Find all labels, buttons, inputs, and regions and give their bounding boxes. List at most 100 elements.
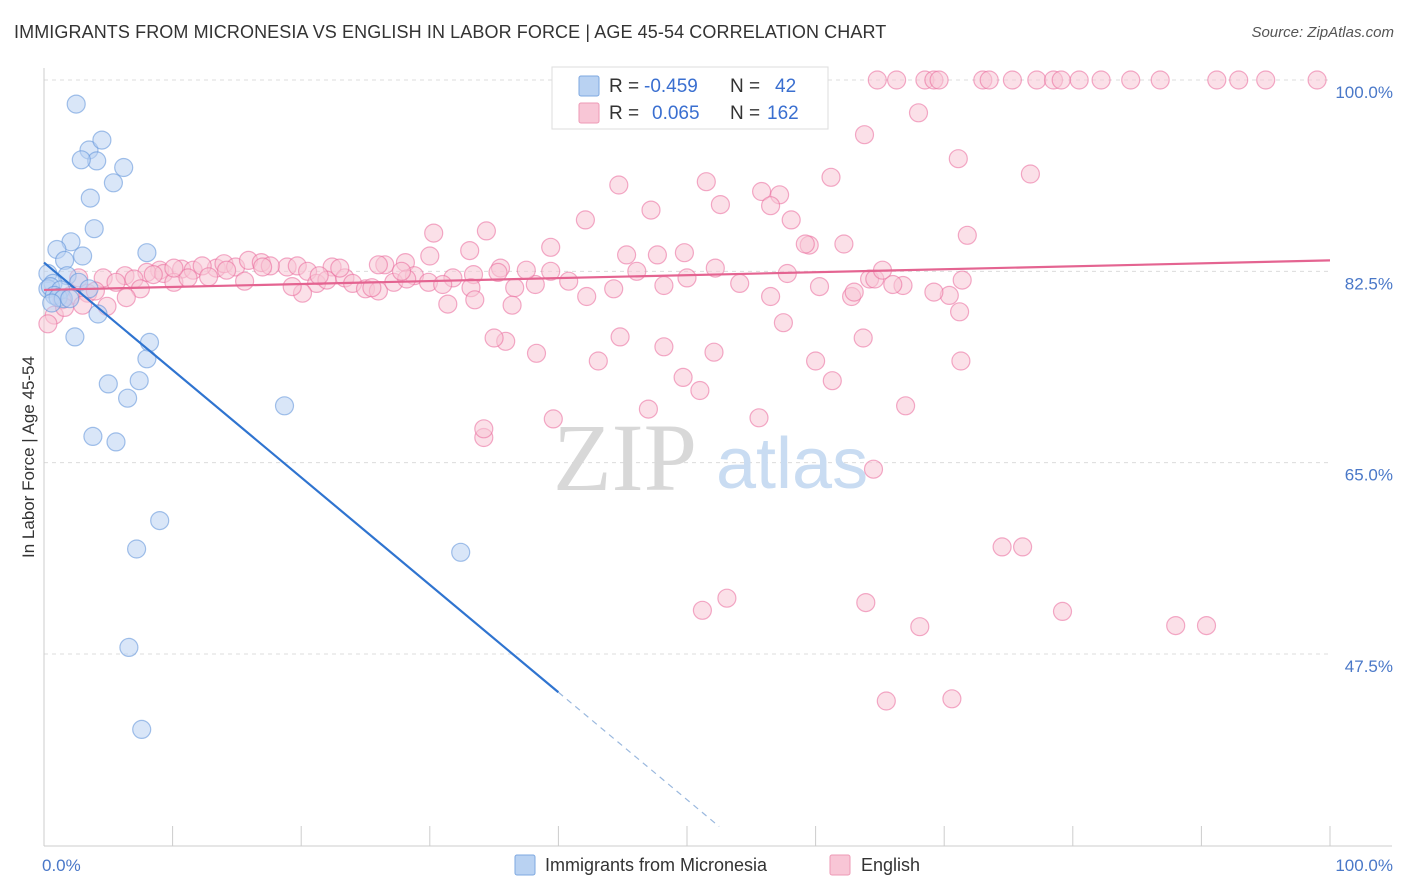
point-english — [1002, 70, 1023, 90]
point-english — [696, 172, 716, 192]
chart-title: IMMIGRANTS FROM MICRONESIA VS ENGLISH IN… — [14, 22, 887, 42]
point-micronesia — [72, 246, 93, 266]
point-english — [1196, 615, 1217, 636]
point-english — [368, 255, 388, 275]
point-micronesia — [127, 539, 147, 559]
watermark: ZIP atlas — [553, 404, 868, 511]
point-english — [199, 267, 219, 287]
point-english — [116, 288, 136, 308]
legend-swatch-micronesia — [578, 75, 600, 97]
point-micronesia — [66, 94, 86, 114]
point-english — [867, 70, 887, 90]
point-english — [1166, 615, 1186, 636]
point-english — [559, 271, 579, 291]
point-micronesia — [137, 243, 157, 263]
point-english — [710, 195, 731, 215]
trend-extension-micronesia — [558, 691, 720, 828]
point-english — [505, 278, 525, 298]
point-english — [1256, 70, 1276, 90]
point-english — [717, 588, 737, 608]
source-label: Source: ZipAtlas.com — [1251, 24, 1394, 41]
legend-n-label: N = — [730, 76, 760, 97]
point-english — [484, 328, 504, 348]
point-english — [1020, 164, 1041, 184]
point-english — [1207, 70, 1227, 90]
point-english — [391, 261, 412, 281]
point-english — [488, 262, 508, 282]
point-english — [704, 342, 724, 362]
point-english — [424, 223, 444, 243]
point-english — [604, 279, 624, 299]
legend-r-value: 0.065 — [652, 103, 700, 124]
point-english — [795, 234, 815, 254]
point-english — [647, 245, 668, 265]
point-english — [235, 271, 255, 291]
point-english — [730, 273, 750, 293]
y-tick-labels: 100.0% 82.5% 65.0% 47.5% — [1335, 83, 1393, 676]
point-english — [856, 592, 876, 613]
series-swatch-english — [829, 854, 851, 876]
point-micronesia — [119, 637, 139, 658]
point-micronesia — [117, 388, 138, 408]
point-english — [474, 419, 494, 439]
point-english — [502, 295, 522, 315]
watermark-atlas: atlas — [716, 424, 868, 504]
point-english — [143, 265, 163, 285]
point-english — [910, 617, 930, 637]
point-english — [949, 302, 970, 322]
point-english — [641, 200, 661, 220]
point-english — [438, 294, 458, 314]
point-english — [420, 246, 440, 266]
point-english — [1091, 70, 1111, 90]
point-english — [749, 408, 769, 428]
point-micronesia — [42, 293, 62, 313]
point-english — [952, 270, 972, 290]
point-english — [821, 167, 841, 187]
point-english — [609, 175, 629, 195]
point-english — [1229, 70, 1249, 90]
x-tick-labels: 0.0% 100.0% — [42, 856, 1393, 875]
point-micronesia — [103, 173, 124, 193]
point-english — [253, 257, 273, 277]
point-english — [1027, 70, 1047, 90]
point-english — [908, 103, 929, 123]
series-label-micronesia: Immigrants from Micronesia — [545, 855, 768, 875]
point-micronesia — [274, 396, 295, 416]
point-english — [526, 343, 547, 363]
point-english — [834, 234, 854, 254]
point-english — [809, 277, 830, 297]
point-english — [588, 351, 608, 371]
point-micronesia — [451, 542, 471, 562]
point-english — [948, 149, 968, 169]
stats-legend: R = -0.459 N = 42 R = 0.065 N = 162 — [551, 66, 829, 130]
legend-r-label: R = — [609, 76, 639, 97]
point-english — [886, 70, 907, 90]
point-english — [1051, 70, 1071, 90]
legend-r-label: R = — [609, 103, 639, 124]
point-english — [942, 689, 962, 709]
x-tick-label: 0.0% — [42, 856, 81, 875]
point-english — [690, 380, 710, 401]
point-english — [654, 275, 674, 296]
point-english — [541, 261, 561, 281]
point-english — [773, 313, 794, 333]
point-english — [1307, 70, 1327, 90]
point-micronesia — [114, 157, 134, 178]
point-english — [692, 600, 713, 620]
point-english — [895, 396, 916, 416]
trend-line-english — [43, 259, 1331, 292]
point-english — [460, 241, 480, 261]
point-english — [979, 70, 999, 90]
point-micronesia — [92, 130, 112, 150]
point-english — [638, 399, 659, 419]
point-english — [853, 328, 873, 348]
y-tick-label: 47.5% — [1345, 657, 1393, 676]
y-tick-label: 100.0% — [1335, 83, 1393, 102]
point-english — [1069, 70, 1089, 90]
point-english — [164, 258, 184, 278]
point-micronesia — [71, 150, 91, 170]
point-english — [760, 286, 781, 307]
legend-n-value: 42 — [775, 76, 796, 97]
point-english — [822, 371, 842, 391]
